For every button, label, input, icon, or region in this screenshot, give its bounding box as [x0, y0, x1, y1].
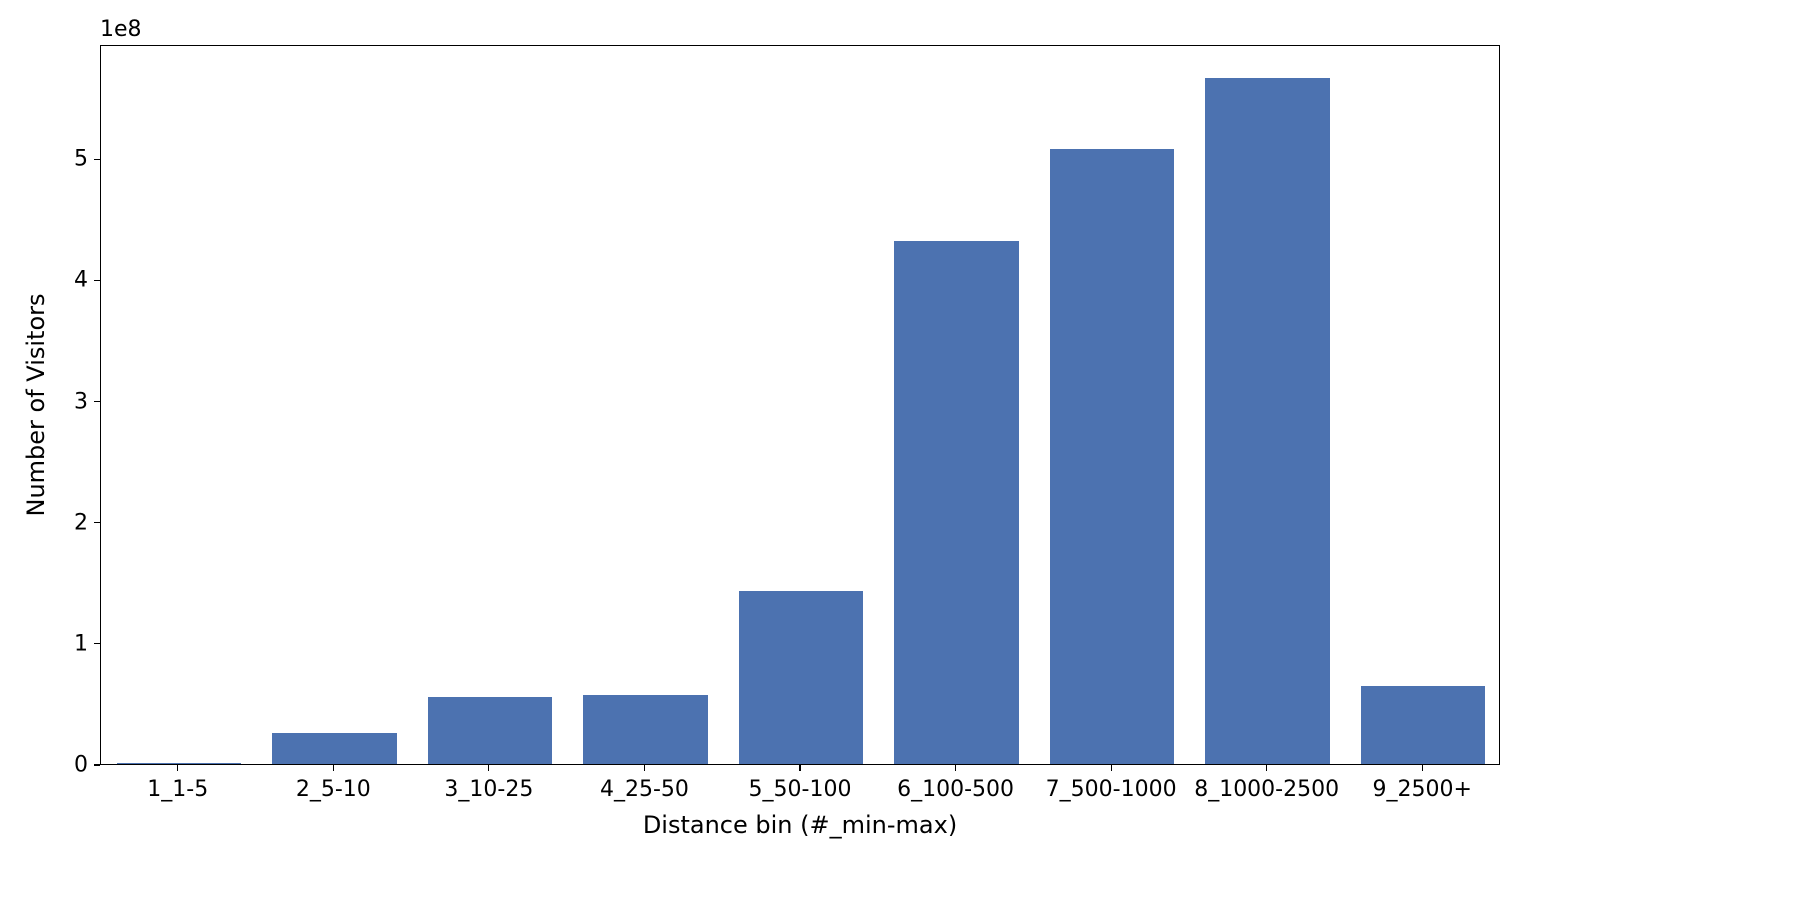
- x-tick: [1111, 765, 1112, 771]
- bar: [272, 733, 396, 764]
- x-tick-label: 9_2500+: [1373, 777, 1472, 802]
- bar: [583, 695, 707, 764]
- y-axis-label: Number of Visitors: [22, 294, 50, 517]
- x-tick-label: 1_1-5: [147, 777, 208, 802]
- y-tick: [94, 401, 100, 402]
- chart-container: 1e8 Number of Visitors Distance bin (#_m…: [0, 0, 1800, 900]
- x-axis-label: Distance bin (#_min-max): [643, 811, 957, 839]
- bar: [117, 763, 241, 764]
- bar: [1050, 149, 1174, 764]
- y-tick: [94, 764, 100, 765]
- x-tick: [333, 765, 334, 771]
- bar: [739, 591, 863, 764]
- y-tick-label: 4: [74, 268, 88, 293]
- y-tick-label: 0: [74, 753, 88, 778]
- x-tick: [799, 765, 800, 771]
- x-tick: [488, 765, 489, 771]
- y-axis-offset-text: 1e8: [100, 17, 142, 42]
- y-tick: [94, 522, 100, 523]
- bar: [1361, 686, 1485, 764]
- x-tick: [1266, 765, 1267, 771]
- bar: [428, 697, 552, 764]
- plot-area: [100, 45, 1500, 765]
- y-tick-label: 1: [74, 631, 88, 656]
- y-tick-label: 2: [74, 510, 88, 535]
- y-tick-label: 3: [74, 389, 88, 414]
- x-tick-label: 4_25-50: [600, 777, 689, 802]
- bar: [1205, 78, 1329, 764]
- y-tick-label: 5: [74, 147, 88, 172]
- y-tick: [94, 280, 100, 281]
- x-tick: [644, 765, 645, 771]
- x-tick: [955, 765, 956, 771]
- x-tick-label: 7_500-1000: [1046, 777, 1177, 802]
- x-tick-label: 8_1000-2500: [1194, 777, 1339, 802]
- y-tick: [94, 159, 100, 160]
- x-tick: [1422, 765, 1423, 771]
- x-tick: [177, 765, 178, 771]
- x-tick-label: 3_10-25: [444, 777, 533, 802]
- bar: [894, 241, 1018, 764]
- x-tick-label: 5_50-100: [749, 777, 852, 802]
- x-tick-label: 2_5-10: [296, 777, 371, 802]
- y-tick: [94, 643, 100, 644]
- x-tick-label: 6_100-500: [897, 777, 1014, 802]
